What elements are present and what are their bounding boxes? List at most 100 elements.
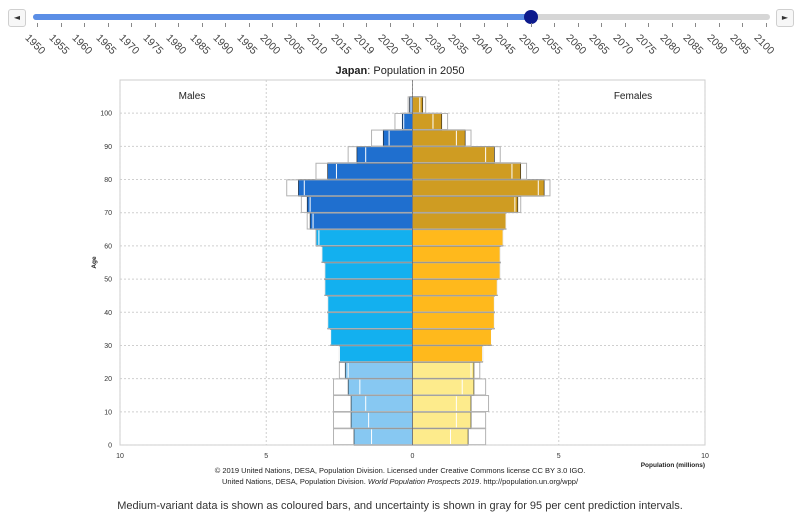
x-tick-label: 0 [411, 453, 415, 460]
y-tick-label: 30 [104, 343, 112, 350]
slider-tick [483, 23, 485, 27]
male-bar [353, 428, 413, 446]
female-bar [412, 361, 475, 379]
y-tick-label: 60 [104, 243, 112, 250]
x-tick-label: 5 [557, 453, 561, 460]
y-tick-label: 50 [104, 277, 112, 284]
female-bar [412, 245, 501, 263]
chart-title: Japan: Population in 2050 [0, 65, 800, 77]
female-bar [412, 195, 519, 214]
slider-tick [295, 23, 297, 27]
slider-tick [37, 23, 38, 27]
females-label: Females [614, 91, 652, 102]
next-year-button[interactable]: ► [776, 9, 794, 27]
slider-tick [60, 23, 62, 27]
year-slider: ◄ 1950 1955 1960 1965 1970 1975 1980 1985 1990 19… [0, 0, 800, 62]
population-pyramid-chart: 10 5 0 5 100102030405060708090100Population … [91, 79, 709, 469]
slider-tick [107, 23, 109, 27]
female-bar [412, 411, 472, 429]
male-bar [309, 212, 413, 230]
slider-tick [272, 23, 274, 27]
source-pre: United Nations, DESA, Population Divisio… [221, 477, 368, 486]
slider-tick [178, 23, 180, 27]
slider-tick [225, 23, 227, 27]
male-bar [339, 345, 413, 363]
female-bar [412, 229, 504, 247]
slider-tick [389, 23, 391, 27]
uncertainty-note: Medium-variant data is shown as coloured… [117, 500, 683, 512]
slider-tick [436, 23, 438, 27]
slider-tick [577, 23, 579, 27]
male-bar [321, 245, 413, 263]
female-bar [412, 311, 495, 330]
female-bar [412, 394, 472, 413]
female-bar [412, 328, 492, 346]
y-tick-label: 100 [100, 111, 112, 118]
slider-tick [648, 23, 650, 27]
slider-tick [154, 23, 156, 27]
female-bar [412, 295, 495, 313]
male-bar [347, 378, 413, 396]
female-bar [412, 146, 495, 164]
source-post: . http://population.un.org/wpp/ [479, 477, 579, 486]
male-bar [324, 278, 413, 296]
female-bar [412, 112, 443, 131]
slider-tick [766, 23, 767, 27]
slider-tick [718, 23, 720, 27]
x-tick-label: 10 [701, 453, 709, 460]
slider-track-fill [33, 14, 531, 20]
slider-track[interactable] [33, 10, 770, 24]
slider-tick [507, 23, 509, 27]
x-tick-label: 5 [264, 453, 268, 460]
male-bar [350, 394, 413, 413]
y-tick-label: 10 [104, 409, 112, 416]
slider-tick [624, 23, 626, 27]
slider-tick [671, 23, 673, 27]
slider-tick [201, 23, 203, 27]
slider-tick [342, 23, 344, 27]
slider-tick [319, 23, 321, 27]
female-bar [412, 278, 498, 296]
y-tick-label: 90 [104, 144, 112, 151]
slider-tick [248, 23, 250, 27]
male-bar [298, 179, 413, 197]
female-bar [412, 162, 522, 180]
source-line: United Nations, DESA, Population Divisio… [0, 477, 800, 486]
prev-year-button[interactable]: ◄ [8, 9, 26, 27]
males-label: Males [179, 91, 206, 102]
male-bar [344, 361, 413, 379]
female-bar [412, 96, 424, 114]
male-bar [306, 195, 413, 214]
male-bar [327, 311, 413, 330]
slider-tick [131, 23, 133, 27]
slider-tick [460, 23, 462, 27]
copyright-line: © 2019 United Nations, DESA, Population … [214, 466, 586, 475]
slider-tick [695, 23, 697, 27]
y-tick-label: 80 [104, 177, 112, 184]
y-axis-label: Age [91, 256, 98, 269]
slider-tick [413, 23, 415, 27]
y-tick-label: 0 [108, 443, 112, 450]
x-axis-label: Population (millions) [641, 462, 705, 469]
male-bar [324, 262, 413, 280]
slider-tick [530, 23, 532, 27]
x-tick-label: 10 [116, 453, 124, 460]
male-bar [330, 328, 413, 346]
y-tick-label: 40 [104, 310, 112, 317]
slider-tick [742, 23, 744, 27]
male-bar [315, 229, 413, 247]
female-bar [412, 262, 501, 280]
slider-tick [84, 23, 86, 27]
female-bar [412, 179, 545, 197]
female-bar [412, 345, 483, 363]
chart-title-country: Japan [335, 65, 368, 77]
slider-tick [554, 23, 556, 27]
source-italic: World Population Prospects 2019 [367, 477, 480, 486]
male-bar [350, 411, 413, 429]
slider-tick [601, 23, 603, 27]
male-bar [382, 129, 413, 147]
chart-title-text: : Population in 2050 [367, 65, 465, 77]
male-bar [327, 295, 413, 313]
slider-thumb[interactable] [523, 10, 538, 24]
female-bar [412, 129, 466, 147]
